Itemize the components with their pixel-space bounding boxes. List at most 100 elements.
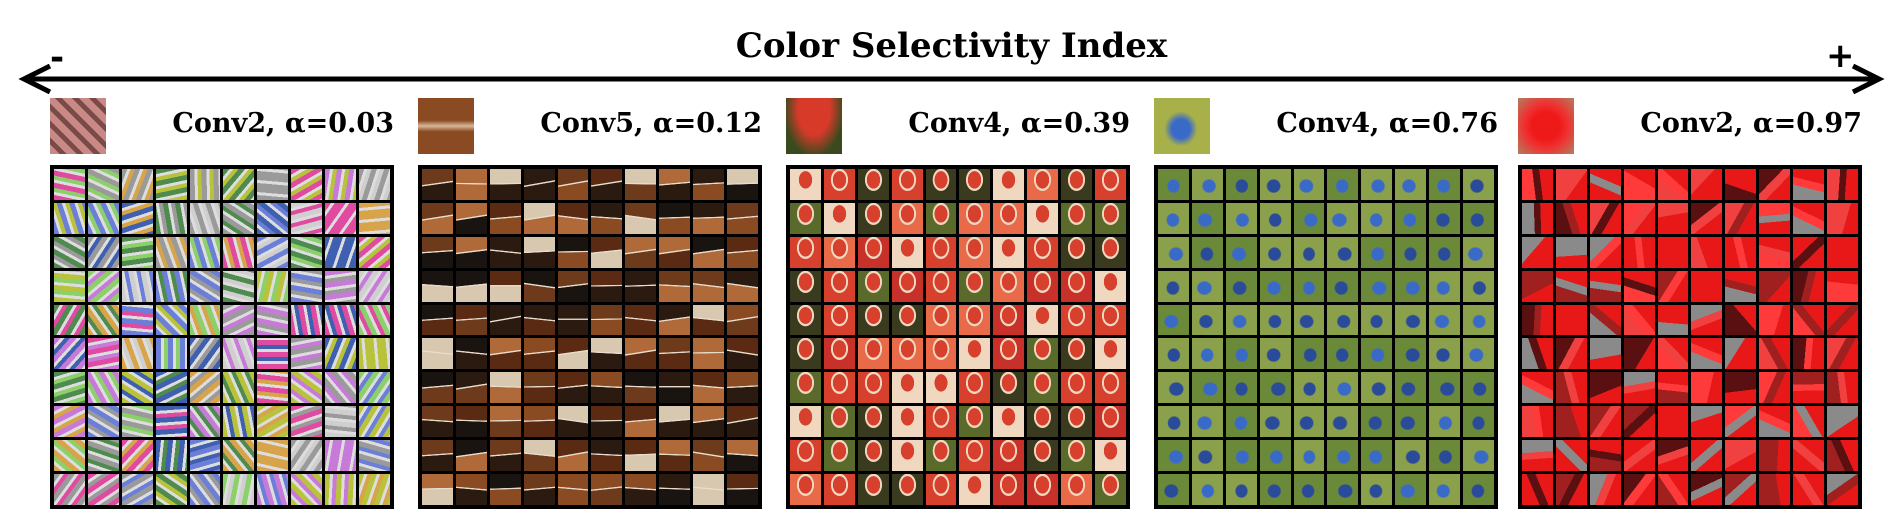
activation-tile xyxy=(1361,406,1393,438)
activation-tile xyxy=(1061,406,1093,438)
activation-tile xyxy=(489,270,521,302)
activation-tile xyxy=(1061,236,1093,268)
activation-tile xyxy=(1095,406,1126,438)
activation-tile xyxy=(790,338,821,370)
activation-tile xyxy=(727,406,758,438)
activation-tile xyxy=(1395,304,1427,336)
activation-tile xyxy=(857,236,889,268)
activation-tile xyxy=(625,338,657,370)
activation-tile xyxy=(790,169,821,200)
activation-tile xyxy=(87,440,119,472)
activation-tile xyxy=(291,338,323,370)
activation-tile xyxy=(1725,304,1757,336)
selectivity-axis-arrow xyxy=(18,64,1885,94)
activation-tile xyxy=(455,440,487,472)
activation-tile xyxy=(155,236,187,268)
activation-tile xyxy=(223,270,255,302)
activation-tile xyxy=(591,304,623,336)
activation-tile xyxy=(1827,270,1858,302)
activation-tile xyxy=(1691,270,1723,302)
activation-tile xyxy=(54,202,85,234)
activation-tile xyxy=(1827,236,1858,268)
activation-tile xyxy=(1361,440,1393,472)
activation-tile xyxy=(189,406,221,438)
activation-tile xyxy=(1259,440,1291,472)
activation-tile xyxy=(1691,338,1723,370)
neuron-swatch xyxy=(418,98,474,154)
activation-tile xyxy=(155,406,187,438)
activation-tile xyxy=(1827,440,1858,472)
activation-tile xyxy=(591,338,623,370)
activation-tile xyxy=(523,372,555,404)
activation-tile xyxy=(1793,202,1825,234)
panel-caption: Conv2, α=0.03 xyxy=(172,108,394,139)
activation-tile xyxy=(489,236,521,268)
activation-tile xyxy=(455,474,487,505)
activation-tile xyxy=(523,440,555,472)
activation-tile xyxy=(1095,169,1126,200)
activation-tile xyxy=(523,169,555,200)
activation-tile xyxy=(1589,202,1621,234)
activation-tile xyxy=(727,372,758,404)
activation-tile xyxy=(790,202,821,234)
activation-tile xyxy=(523,202,555,234)
activation-image-grid xyxy=(418,165,762,509)
activation-tile xyxy=(155,304,187,336)
activation-tile xyxy=(993,236,1025,268)
activation-tile xyxy=(1429,304,1461,336)
activation-tile xyxy=(189,270,221,302)
activation-tile xyxy=(189,474,221,505)
activation-tile xyxy=(1589,236,1621,268)
activation-tile xyxy=(1463,270,1494,302)
activation-tile xyxy=(857,202,889,234)
activation-tile xyxy=(959,236,991,268)
activation-tile xyxy=(422,440,453,472)
activation-tile xyxy=(1327,372,1359,404)
activation-tile xyxy=(659,202,691,234)
activation-tile xyxy=(359,202,390,234)
activation-tile xyxy=(1395,474,1427,505)
axis-minus-label: - xyxy=(50,38,65,78)
activation-tile xyxy=(1259,304,1291,336)
activation-tile xyxy=(1027,372,1059,404)
activation-tile xyxy=(693,202,725,234)
activation-tile xyxy=(1293,440,1325,472)
activation-tile xyxy=(1589,304,1621,336)
activation-tile xyxy=(659,406,691,438)
activation-tile xyxy=(1061,440,1093,472)
activation-tile xyxy=(121,202,153,234)
activation-tile xyxy=(1555,440,1587,472)
activation-tile xyxy=(1327,406,1359,438)
activation-tile xyxy=(693,338,725,370)
activation-tile xyxy=(790,474,821,505)
panel-caption: Conv4, α=0.76 xyxy=(1276,108,1498,139)
activation-tile xyxy=(1522,440,1553,472)
activation-tile xyxy=(993,304,1025,336)
activation-tile xyxy=(1759,406,1791,438)
activation-tile xyxy=(1027,406,1059,438)
activation-tile xyxy=(1158,236,1189,268)
activation-tile xyxy=(455,372,487,404)
activation-tile xyxy=(523,338,555,370)
activation-tile xyxy=(959,440,991,472)
activation-tile xyxy=(1691,169,1723,200)
activation-tile xyxy=(1395,338,1427,370)
activation-tile xyxy=(1095,338,1126,370)
activation-tile xyxy=(993,338,1025,370)
activation-tile xyxy=(121,474,153,505)
activation-tile xyxy=(1522,236,1553,268)
activation-tile xyxy=(1027,169,1059,200)
activation-tile xyxy=(189,169,221,200)
activation-tile xyxy=(1225,169,1257,200)
activation-tile xyxy=(1463,304,1494,336)
activation-tile xyxy=(1259,236,1291,268)
activation-tile xyxy=(1759,304,1791,336)
activation-tile xyxy=(1463,406,1494,438)
activation-tile xyxy=(455,338,487,370)
activation-tile xyxy=(891,236,923,268)
activation-tile xyxy=(1429,236,1461,268)
activation-tile xyxy=(1827,304,1858,336)
activation-tile xyxy=(1725,236,1757,268)
activation-tile xyxy=(257,202,289,234)
activation-tile xyxy=(1361,304,1393,336)
